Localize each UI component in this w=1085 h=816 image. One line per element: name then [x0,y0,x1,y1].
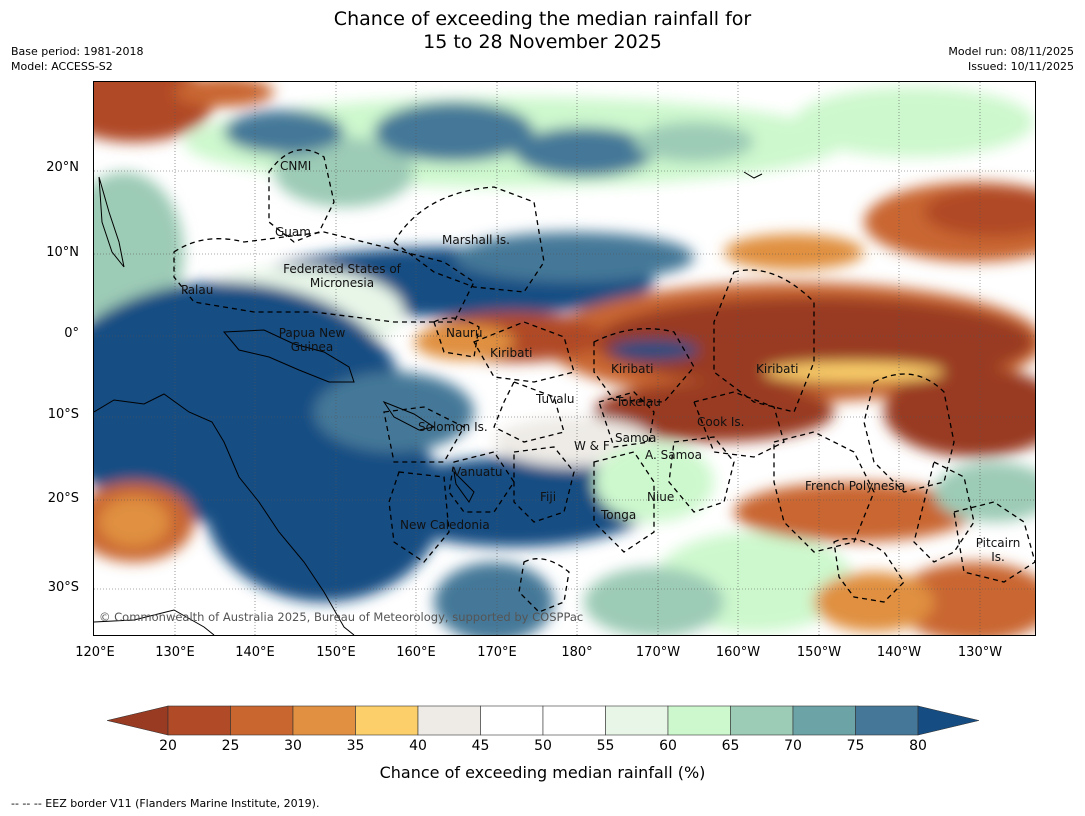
lon-tick-180: 180° [561,645,593,660]
colorbar-extend-high [917,705,979,736]
lon-tick-120e: 120°E [75,645,115,660]
colorbar-tick-label: 55 [596,738,615,754]
lat-tick-10s: 10°S [47,407,79,422]
colorbar-cell [292,705,356,736]
map-title: Chance of exceeding the median rainfall … [0,8,1085,54]
lat-tick-0: 0° [64,326,79,341]
colorbar-tick-label: 20 [159,738,177,754]
label-solomon-islands: Solomon Is. [418,420,488,434]
colorbar-title: Chance of exceeding median rainfall (%) [379,763,706,782]
label-kiribati-west: Kiribati [490,346,533,360]
colorbar-tick-label: 60 [659,738,677,754]
colorbar-extend-low [107,705,169,736]
colorbar-cell [855,705,919,736]
label-tonga: Tonga [601,508,637,522]
eez-borders [173,149,1035,613]
colorbar-tick-label: 50 [534,738,552,754]
colorbar-tick-label: 25 [221,738,240,754]
label-tokelau: Tokelau [616,395,661,409]
lon-tick-130w: 130°W [957,645,1003,660]
lat-tick-10n: 10°N [46,245,79,260]
colorbar-tick-label: 45 [471,738,490,754]
lon-tick-160e: 160°E [396,645,436,660]
coastlines [94,171,763,635]
lon-tick-160w: 160°W [715,645,761,660]
label-palau: Palau [181,283,214,297]
colorbar-tick-label: 65 [721,738,740,754]
colorbar-tick-label: 80 [909,738,927,754]
colorbar-cell [730,705,794,736]
label-cnmi: CNMI [280,159,312,173]
lat-tick-20s: 20°S [47,491,79,506]
colorbar-tick-label: 30 [284,738,302,754]
label-new-caledonia: New Caledonia [400,518,490,532]
colorbar-tick-label: 70 [784,738,802,754]
label-niue: Niue [647,490,675,504]
lon-tick-130e: 130°E [155,645,195,660]
colorbar-cell [417,705,481,736]
lon-tick-140w: 140°W [876,645,922,660]
label-french-polynesia: French Polynesia [805,479,906,493]
eez-footnote: -- -- -- EEZ border V11 (Flanders Marine… [11,797,320,810]
issued-date: Issued: 10/11/2025 [967,60,1074,73]
label-wallis-futuna: W & F [574,439,610,453]
model-name: Model: ACCESS-S2 [11,60,113,73]
colorbar-cell [792,705,856,736]
title-line-2: 15 to 28 November 2025 [423,31,662,53]
label-pitcairn-islands: Pitcairn Is. [975,536,1021,564]
colorbar-tick-label: 40 [409,738,427,754]
lon-tick-150e: 150°E [316,645,356,660]
meta-right: Model run: 08/11/2025 Issued: 10/11/2025 [948,44,1074,74]
model-run: Model run: 08/11/2025 [948,45,1074,58]
label-cook-islands: Cook Is. [697,415,745,429]
colorbar-tick-label: 35 [346,738,365,754]
colorbar-cell [355,705,419,736]
label-kiribati-east: Kiribati [756,362,799,376]
lon-tick-140e: 140°E [235,645,275,660]
colorbar-cell [667,705,731,736]
label-tuvalu: Tuvalu [536,392,575,406]
copyright-notice: © Commonwealth of Australia 2025, Bureau… [99,610,584,624]
colorbar-cell [542,705,606,736]
colorbar-cell [605,705,669,736]
label-nauru: Nauru [446,326,483,340]
lon-tick-150w: 150°W [796,645,842,660]
colorbar-tick-label: 75 [846,738,865,754]
base-period: Base period: 1981-2018 [11,45,144,58]
colorbar-cell [230,705,294,736]
rainfall-map: CNMI Guam Marshall Is. Federated States … [93,81,1036,636]
lon-tick-170e: 170°E [477,645,517,660]
label-papua-new-guinea: Papua New Guinea [278,326,346,354]
lat-tick-30s: 30°S [47,580,79,595]
label-american-samoa: A. Samoa [645,448,702,462]
label-micronesia: Federated States of Micronesia [283,262,401,290]
colorbar [107,705,979,736]
lat-tick-20n: 20°N [46,160,79,175]
label-kiribati-central: Kiribati [611,362,654,376]
label-marshall-islands: Marshall Is. [442,233,510,247]
colorbar-cell [480,705,544,736]
map-canvas [94,82,1035,635]
label-vanuatu: Vanuatu [453,465,503,479]
label-samoa: Samoa [615,431,657,445]
label-fiji: Fiji [540,490,557,504]
colorbar-cell [167,705,231,736]
label-guam: Guam [275,225,311,239]
meta-left: Base period: 1981-2018 Model: ACCESS-S2 [11,44,143,74]
graticule [94,82,1035,635]
title-line-1: Chance of exceeding the median rainfall … [333,8,752,30]
lon-tick-170w: 170°W [635,645,681,660]
